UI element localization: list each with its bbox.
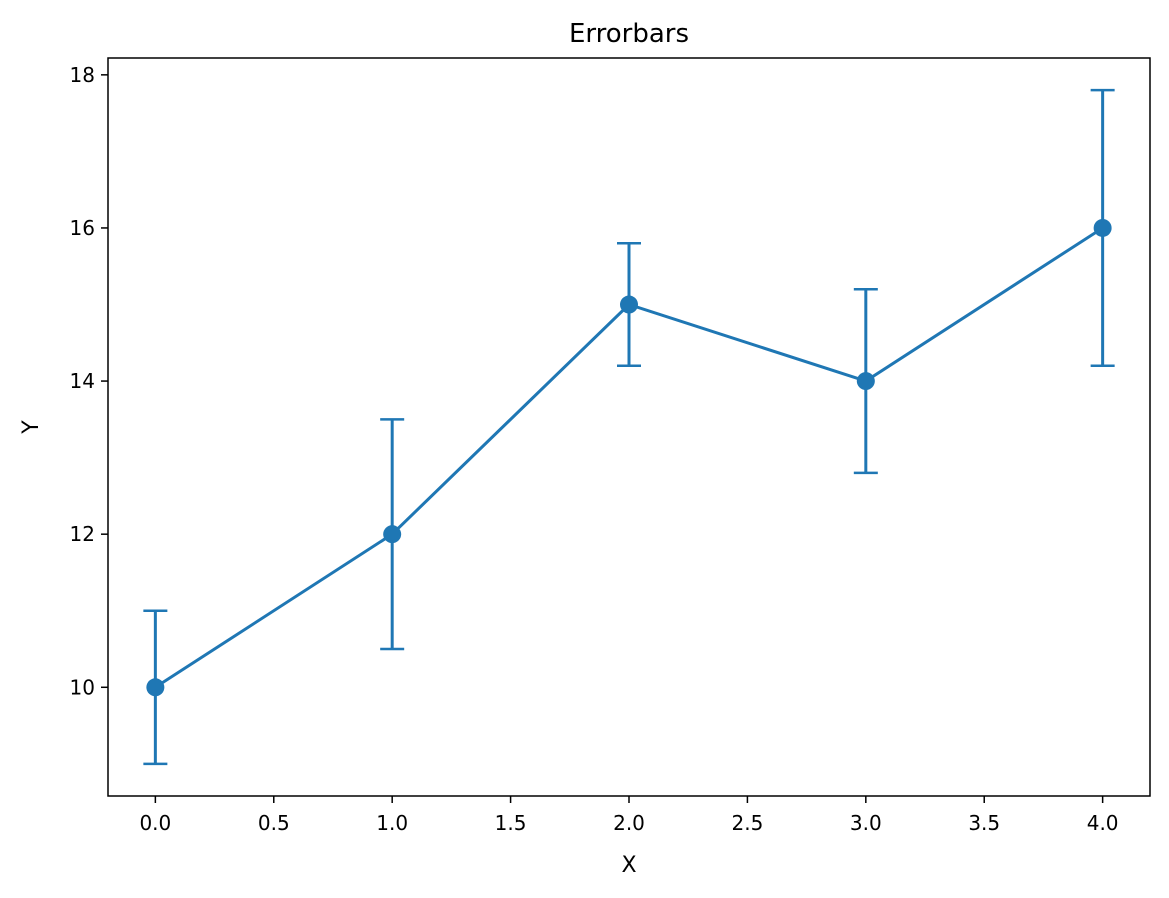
plot-area bbox=[143, 88, 1115, 766]
y-tick-label: 14 bbox=[70, 369, 95, 393]
x-tick-label: 3.0 bbox=[850, 811, 882, 835]
data-point bbox=[383, 525, 402, 544]
y-tick-label: 10 bbox=[70, 675, 95, 699]
x-tick-label: 0.5 bbox=[258, 811, 290, 835]
y-tick-label: 12 bbox=[70, 522, 95, 546]
data-point bbox=[146, 678, 165, 697]
x-tick-label: 4.0 bbox=[1087, 811, 1119, 835]
data-point bbox=[856, 372, 875, 391]
y-tick-label: 18 bbox=[70, 63, 95, 87]
x-tick-label: 2.0 bbox=[613, 811, 645, 835]
chart-title: Errorbars bbox=[569, 19, 689, 49]
x-tick-label: 0.0 bbox=[139, 811, 171, 835]
x-tick-label: 2.5 bbox=[732, 811, 764, 835]
x-axis: 0.0 0.5 1.0 1.5 2.0 2.5 3.0 3.5 4.0 bbox=[139, 796, 1119, 835]
x-tick-label: 1.0 bbox=[376, 811, 408, 835]
data-point bbox=[620, 295, 638, 314]
y-tick-label: 16 bbox=[70, 216, 95, 240]
data-point bbox=[1093, 218, 1112, 237]
y-axis-label: Y bbox=[19, 420, 44, 435]
y-axis: 10 12 14 16 18 bbox=[70, 63, 108, 699]
x-axis-label: X bbox=[621, 853, 636, 878]
x-tick-label: 3.5 bbox=[968, 811, 1000, 835]
x-tick-label: 1.5 bbox=[495, 811, 527, 835]
